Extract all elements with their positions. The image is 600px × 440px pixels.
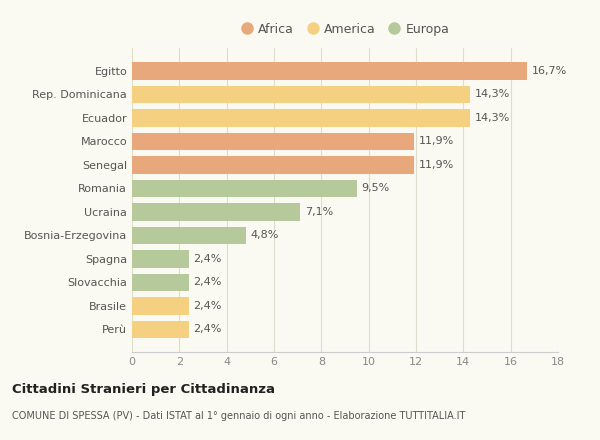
Text: 9,5%: 9,5% — [362, 183, 390, 194]
Text: 2,4%: 2,4% — [194, 254, 222, 264]
Bar — [132, 227, 245, 244]
Text: 7,1%: 7,1% — [305, 207, 333, 217]
Text: Cittadini Stranieri per Cittadinanza: Cittadini Stranieri per Cittadinanza — [12, 383, 275, 396]
Bar — [132, 250, 189, 268]
Bar — [132, 86, 470, 103]
Text: 2,4%: 2,4% — [194, 324, 222, 334]
Text: 16,7%: 16,7% — [532, 66, 567, 76]
Legend: Africa, America, Europa: Africa, America, Europa — [235, 18, 455, 41]
Text: 11,9%: 11,9% — [418, 160, 454, 170]
Text: 4,8%: 4,8% — [250, 231, 279, 240]
Text: 14,3%: 14,3% — [475, 113, 511, 123]
Text: 11,9%: 11,9% — [418, 136, 454, 147]
Bar — [132, 180, 357, 197]
Bar — [132, 109, 470, 127]
Bar — [132, 203, 300, 221]
Bar — [132, 156, 413, 174]
Bar — [132, 62, 527, 80]
Bar — [132, 297, 189, 315]
Bar — [132, 133, 413, 150]
Bar — [132, 321, 189, 338]
Text: COMUNE DI SPESSA (PV) - Dati ISTAT al 1° gennaio di ogni anno - Elaborazione TUT: COMUNE DI SPESSA (PV) - Dati ISTAT al 1°… — [12, 411, 466, 422]
Text: 2,4%: 2,4% — [194, 301, 222, 311]
Bar — [132, 274, 189, 291]
Text: 2,4%: 2,4% — [194, 277, 222, 287]
Text: 14,3%: 14,3% — [475, 89, 511, 99]
